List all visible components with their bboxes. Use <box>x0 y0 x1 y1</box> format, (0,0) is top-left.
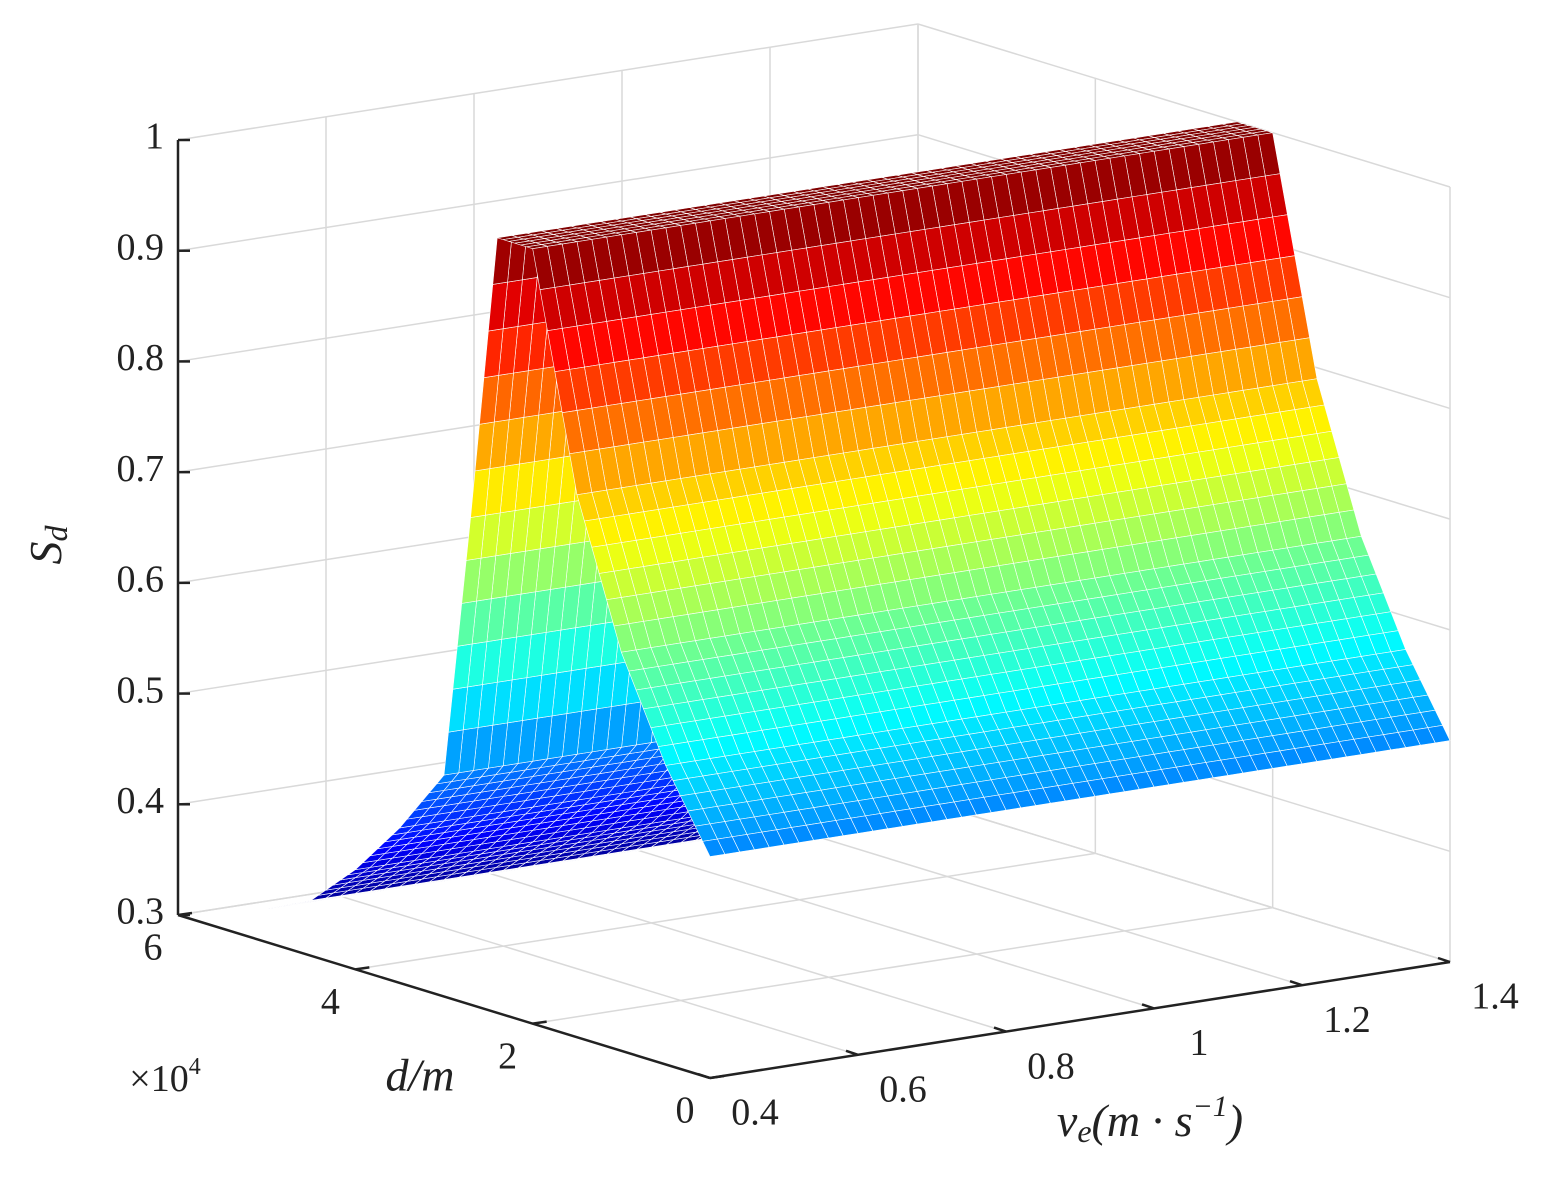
y-tick-label: 2 <box>498 1035 517 1077</box>
x-tick-label: 0.8 <box>1027 1045 1075 1087</box>
grid-line <box>621 844 1155 1010</box>
x-tick-label: 0.6 <box>879 1069 927 1111</box>
x-tick <box>1437 956 1451 964</box>
y-tick <box>532 1020 547 1025</box>
y-tick-label: 6 <box>144 927 163 969</box>
multiplier-base: ×10 <box>129 1058 188 1100</box>
grid-line <box>917 23 1451 188</box>
grid-line <box>355 852 1096 971</box>
x-label-close: ) <box>1225 1095 1243 1146</box>
z-tick-label: 0.7 <box>117 448 165 490</box>
grid-line <box>532 906 1273 1025</box>
z-axis-label: Sd <box>20 525 75 565</box>
grid-line <box>917 798 1451 963</box>
x-tick-label: 1 <box>1190 1022 1209 1064</box>
x-tick <box>993 1026 1007 1033</box>
z-tick-label: 0.5 <box>117 669 165 711</box>
z-tick-label: 0.8 <box>117 337 165 379</box>
x-axis-label: ve(m · s−1) <box>1057 1090 1243 1149</box>
x-label-sup: −1 <box>1193 1090 1228 1123</box>
x-tick-label: 1.4 <box>1471 976 1519 1018</box>
grid-line <box>325 891 859 1056</box>
x-tick <box>1141 1003 1155 1010</box>
z-tick-label: 0.9 <box>117 226 165 268</box>
x-label-sub: e <box>1077 1113 1091 1149</box>
z-tick-label: 0.6 <box>117 559 165 601</box>
x-tick-label: 0.4 <box>731 1092 779 1134</box>
x-tick <box>845 1049 859 1056</box>
grid-line <box>177 133 919 252</box>
y-axis-multiplier: ×104 <box>129 1054 200 1100</box>
z-label-sub: d <box>38 525 74 542</box>
z-label-main: S <box>20 542 71 565</box>
y-axis-label: d/m <box>386 1050 455 1101</box>
grid-line <box>473 867 1007 1033</box>
x-tick-label: 1.2 <box>1323 999 1371 1041</box>
z-tick-label: 1 <box>145 116 164 158</box>
grid-line <box>769 821 1303 986</box>
x-label-main: v <box>1057 1095 1078 1146</box>
y-tick-label: 4 <box>321 981 340 1023</box>
x-label-unit: (m · s <box>1092 1095 1193 1146</box>
grid-line <box>177 23 919 141</box>
multiplier-exponent: 4 <box>189 1054 201 1080</box>
x-tick <box>1289 980 1303 987</box>
y-tick <box>709 1074 725 1080</box>
y-tick <box>355 966 370 971</box>
y-tick-label: 0 <box>676 1090 695 1132</box>
z-tick-label: 0.4 <box>117 780 165 822</box>
